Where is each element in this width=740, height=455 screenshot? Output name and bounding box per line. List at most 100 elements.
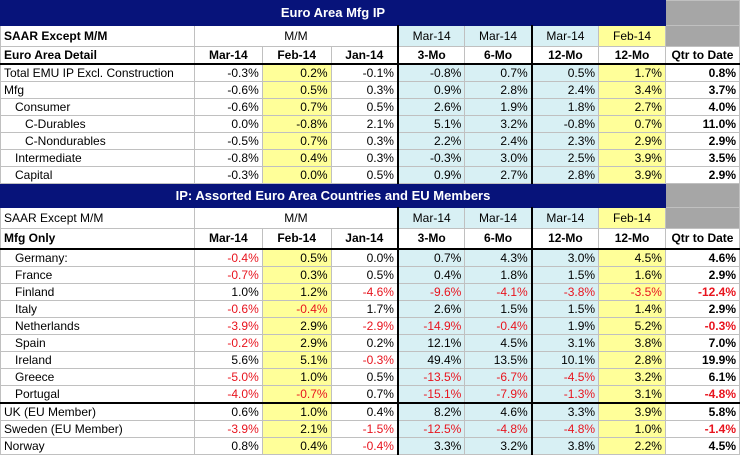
section2-title-row: IP: Assorted Euro Area Countries and EU … [0,183,740,208]
row-value: 8.2% [396,401,466,421]
row-label: Norway [0,436,195,455]
row-value: 2.6% [396,299,466,318]
row-label: France [0,265,195,284]
row-value: 2.6% [396,98,466,116]
row-value: 3.9% [598,149,666,167]
section2-hdr1-c3: Mar-14 [530,207,600,229]
section1-hdr1-gray [664,25,740,47]
row-value: 3.3% [530,401,600,421]
row-value: -0.2% [193,333,263,352]
row-value: 4.5% [664,436,740,455]
row-value: 2.9% [598,132,666,150]
section2-header-row-2: Mfg Only Mar-14 Feb-14 Jan-14 3-Mo 6-Mo 12-Mo 1… [0,228,740,250]
row-value: 0.3% [330,132,399,150]
row-label: Portugal [0,384,195,403]
row-value: 3.2% [598,367,666,386]
section1-hdr2-col-6: 12-Mo [598,46,666,65]
row-value: -3.9% [193,419,263,438]
row-value: 10.1% [530,350,600,369]
table-row: Portugal -4.0% -0.7% 0.7% -15.1% -7.9% -1.3% 3.… [0,384,740,403]
table-row: Netherlands -3.9% 2.9% -2.9% -14.9% -0.4% 1.9%… [0,316,740,335]
row-value: -1.3% [530,384,600,403]
row-value: 19.9% [664,350,740,369]
section1-hdr1-c3: Mar-14 [530,25,600,47]
row-value: -12.4% [664,282,740,301]
section1-hdr2-col-2: Jan-14 [330,46,399,65]
row-label: Italy [0,299,195,318]
row-value: 1.5% [530,299,600,318]
row-value: 0.5% [530,63,600,82]
row-value: -7.9% [464,384,533,403]
row-value: 2.9% [664,166,740,184]
row-value: 12.1% [396,333,466,352]
table-row: Greece -5.0% 1.0% 0.5% -13.5% -6.7% -4.5% 3.2% 6… [0,367,740,386]
section1-hdr1-label: SAAR Except M/M [0,25,195,47]
row-value: 2.9% [664,265,740,284]
row-value: 1.0% [261,401,332,421]
row-value: 0.5% [261,248,332,267]
row-value: 2.7% [598,98,666,116]
row-value: -4.0% [193,384,263,403]
row-value: -0.3% [664,316,740,335]
row-value: -0.4% [330,436,399,455]
table-row: France -0.7% 0.3% 0.5% 0.4% 1.8% 1.5% 1.6% 2.9% [0,265,740,284]
row-label: Intermediate [0,149,195,167]
row-value: 5.8% [664,401,740,421]
row-value: 0.9% [396,166,466,184]
row-value: 2.9% [664,299,740,318]
row-value: 2.4% [530,81,600,99]
section1-hdr2-col-5: 12-Mo [530,46,600,65]
row-value: -5.0% [193,367,263,386]
row-value: 4.5% [464,333,533,352]
row-value: -3.9% [193,316,263,335]
row-value: -13.5% [396,367,466,386]
row-label: Consumer [0,98,195,116]
row-value: 5.2% [598,316,666,335]
row-value: 1.4% [598,299,666,318]
section2-hdr2-col-7: Qtr to Date [664,228,740,250]
row-label: Netherlands [0,316,195,335]
section2-hdr2-col-6: 12-Mo [598,228,666,250]
row-value: -1.5% [330,419,399,438]
row-value: 1.0% [193,282,263,301]
row-value: -4.6% [330,282,399,301]
section1-title-row: Euro Area Mfg IP [0,0,740,26]
row-value: -14.9% [396,316,466,335]
row-value: -0.3% [396,149,466,167]
row-value: -0.1% [330,63,399,82]
section2-hdr2-col-2: Jan-14 [330,228,399,250]
row-value: 1.5% [464,299,533,318]
row-value: 1.5% [530,265,600,284]
row-value: 0.7% [396,248,466,267]
row-label: Mfg [0,81,195,99]
row-label: Sweden (EU Member) [0,419,195,438]
row-value: -0.8% [396,63,466,82]
table-row: Mfg -0.6% 0.5% 0.3% 0.9% 2.8% 2.4% 3.4% 3.7% [0,81,740,99]
row-value: 2.9% [261,333,332,352]
row-value: -0.5% [193,132,263,150]
row-label: Greece [0,367,195,386]
row-label: Ireland [0,350,195,369]
row-value: 2.9% [664,132,740,150]
row-value: 2.1% [261,419,332,438]
row-value: 2.2% [598,436,666,455]
row-value: -0.7% [193,265,263,284]
row-value: 3.7% [664,81,740,99]
section1-header-row-2: Euro Area Detail Mar-14 Feb-14 Jan-14 3-Mo 6-… [0,46,740,65]
table-row: Finland 1.0% 1.2% -4.6% -9.6% -4.1% -3.8% -3.5%… [0,282,740,301]
row-value: 0.0% [330,248,399,267]
table-row: C-Nondurables -0.5% 0.7% 0.3% 2.2% 2.4% 2.3% 2.… [0,132,740,150]
row-value: 0.3% [330,149,399,167]
row-value: -4.8% [664,384,740,403]
row-value: 0.4% [396,265,466,284]
section1-title-gray [664,0,740,26]
row-value: 1.2% [261,282,332,301]
row-value: 0.3% [261,265,332,284]
row-value: 4.5% [598,248,666,267]
row-value: -0.8% [530,115,600,133]
row-value: -3.8% [530,282,600,301]
row-value: 3.9% [598,166,666,184]
section2-hdr2-col-3: 3-Mo [396,228,466,250]
section2-hdr1-gray [664,207,740,229]
